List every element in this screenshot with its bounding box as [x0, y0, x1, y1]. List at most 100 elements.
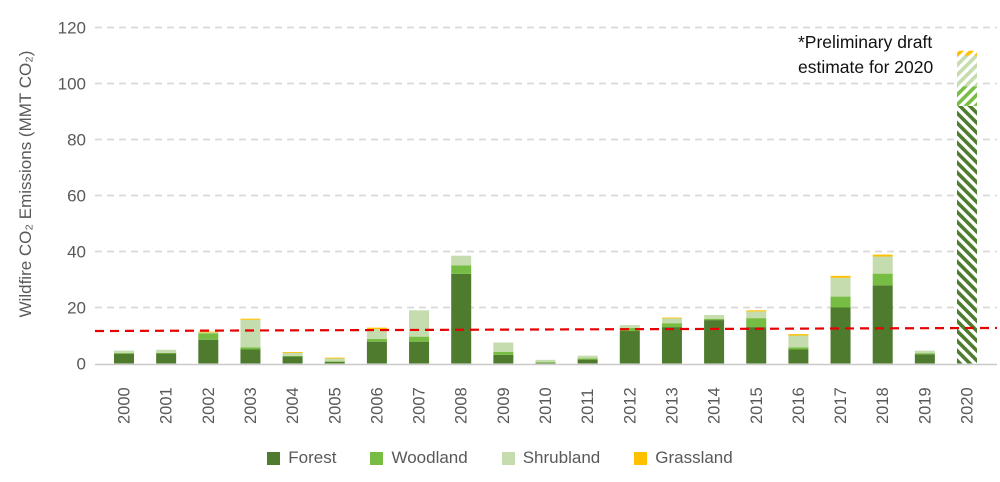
bar-2014-shrubland — [704, 315, 725, 319]
legend-item-forest: Forest — [267, 448, 336, 468]
bar-2020-grassland — [957, 50, 977, 56]
bar-2015-shrubland — [746, 311, 767, 319]
bar-2012-forest — [619, 331, 640, 364]
bar-2020-shrubland — [957, 55, 977, 87]
bar-2017-woodland — [830, 296, 851, 308]
x-axis-label: 2013 — [663, 387, 681, 424]
bar-2005-woodland — [324, 361, 345, 363]
bar-2003-forest — [240, 349, 261, 364]
bar-2002-forest — [198, 339, 219, 364]
bar-2000-woodland — [114, 352, 134, 354]
x-axis-label: 2004 — [284, 387, 302, 424]
bar-2019-woodland — [914, 353, 935, 355]
bar-2011-shrubland — [577, 355, 598, 359]
bar-2003-shrubland — [240, 319, 261, 348]
bar-2011-woodland — [577, 358, 598, 360]
bar-2014-forest — [704, 320, 725, 364]
bar-2009-shrubland — [493, 342, 514, 352]
bar-2007-woodland — [409, 336, 430, 342]
x-axis-label: 2009 — [495, 387, 513, 424]
x-axis-label: 2015 — [748, 387, 766, 424]
bar-2013-grassland — [661, 317, 682, 319]
bar-2006-shrubland — [366, 329, 387, 339]
bar-2004-grassland — [282, 352, 303, 353]
bar-2008-forest — [451, 273, 472, 364]
x-axis-label: 2003 — [242, 387, 260, 424]
x-axis-label: 2006 — [368, 387, 386, 424]
bar-2014-woodland — [704, 318, 725, 321]
bar-2010-woodland — [535, 362, 556, 363]
x-axis-label: 2002 — [200, 387, 218, 424]
bar-2000-shrubland — [114, 350, 134, 353]
bar-2003-grassland — [240, 318, 261, 320]
bar-2007-forest — [409, 341, 430, 364]
bar-2002-grassland — [198, 331, 219, 333]
bar-2018-shrubland — [872, 256, 893, 274]
legend-swatch-forest — [267, 451, 281, 465]
bar-2002-shrubland — [198, 332, 219, 334]
bar-2005-grassland — [324, 357, 345, 359]
legend-item-shrubland: Shrubland — [501, 448, 601, 468]
x-axis-label: 2011 — [579, 389, 597, 424]
bar-2016-shrubland — [788, 335, 809, 348]
x-axis-label: 2007 — [411, 387, 429, 424]
y-axis-tick-label: 80 — [67, 131, 86, 150]
x-axis-label: 2020 — [959, 387, 977, 424]
x-axis-label: 2008 — [453, 387, 471, 424]
x-axis-label: 2016 — [790, 387, 808, 424]
bar-2000-forest — [114, 353, 134, 364]
legend-label-forest: Forest — [288, 448, 337, 467]
x-axis-label: 2001 — [158, 387, 176, 424]
bar-2019-forest — [914, 354, 935, 364]
x-axis-label: 2019 — [916, 387, 934, 424]
bar-2013-forest — [661, 327, 682, 364]
bar-2006-forest — [366, 341, 387, 364]
legend-label-woodland: Woodland — [391, 448, 468, 467]
bar-2017-grassland — [830, 275, 851, 278]
bar-2010-shrubland — [535, 359, 556, 363]
bar-2001-forest — [156, 353, 177, 364]
bar-2016-grassland — [788, 334, 809, 336]
bar-2007-shrubland — [409, 310, 430, 337]
legend-label-grassland: Grassland — [655, 448, 733, 467]
bar-2001-shrubland — [156, 349, 177, 353]
y-axis-tick-label: 120 — [58, 19, 86, 38]
bar-2009-forest — [493, 354, 514, 364]
legend-label-shrubland: Shrubland — [522, 448, 601, 467]
legend-swatch-shrubland — [501, 451, 515, 465]
bar-2015-grassland — [746, 310, 767, 312]
legend-swatch-woodland — [370, 451, 384, 465]
x-axis-label: 2014 — [706, 387, 724, 424]
bar-2005-forest — [324, 361, 345, 364]
bar-2012-shrubland — [619, 325, 640, 328]
bar-2003-woodland — [240, 347, 261, 350]
trend-line — [94, 326, 998, 333]
x-axis-label: 2017 — [832, 387, 850, 424]
bar-2006-grassland — [366, 327, 387, 330]
bar-2013-woodland — [661, 323, 682, 328]
bar-2020-forest — [957, 105, 977, 364]
y-axis-tick-label: 20 — [67, 299, 86, 318]
bar-2008-shrubland — [451, 255, 472, 266]
y-axis-tick-label: 40 — [67, 243, 86, 262]
bar-2017-forest — [830, 307, 851, 364]
bar-2012-woodland — [619, 327, 640, 332]
preliminary-estimate-note: *Preliminary draft estimate for 2020 — [798, 32, 934, 78]
bar-2004-shrubland — [282, 352, 303, 356]
x-axis-label: 2012 — [621, 387, 639, 424]
bar-2018-woodland — [872, 273, 893, 286]
x-axis-label: 2000 — [116, 387, 134, 424]
bar-2004-forest — [282, 356, 303, 364]
bar-2015-woodland — [746, 318, 767, 328]
x-axis-label: 2005 — [326, 387, 344, 424]
bar-2018-forest — [872, 285, 893, 364]
bar-2018-grassland — [872, 254, 893, 257]
bar-2005-shrubland — [324, 358, 345, 362]
legend-swatch-grassland — [634, 451, 648, 465]
bar-2015-forest — [746, 327, 767, 364]
bar-2002-woodland — [198, 333, 219, 340]
bar-2006-woodland — [366, 338, 387, 342]
legend-item-grassland: Grassland — [634, 448, 733, 468]
y-axis-tick-label: 100 — [58, 75, 86, 94]
